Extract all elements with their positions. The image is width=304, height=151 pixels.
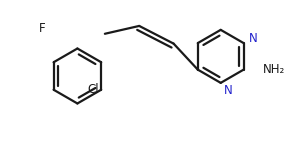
- Text: Cl: Cl: [87, 83, 99, 96]
- Text: NH₂: NH₂: [263, 63, 285, 76]
- Text: N: N: [224, 84, 233, 97]
- Text: F: F: [39, 22, 45, 35]
- Text: N: N: [249, 32, 258, 45]
